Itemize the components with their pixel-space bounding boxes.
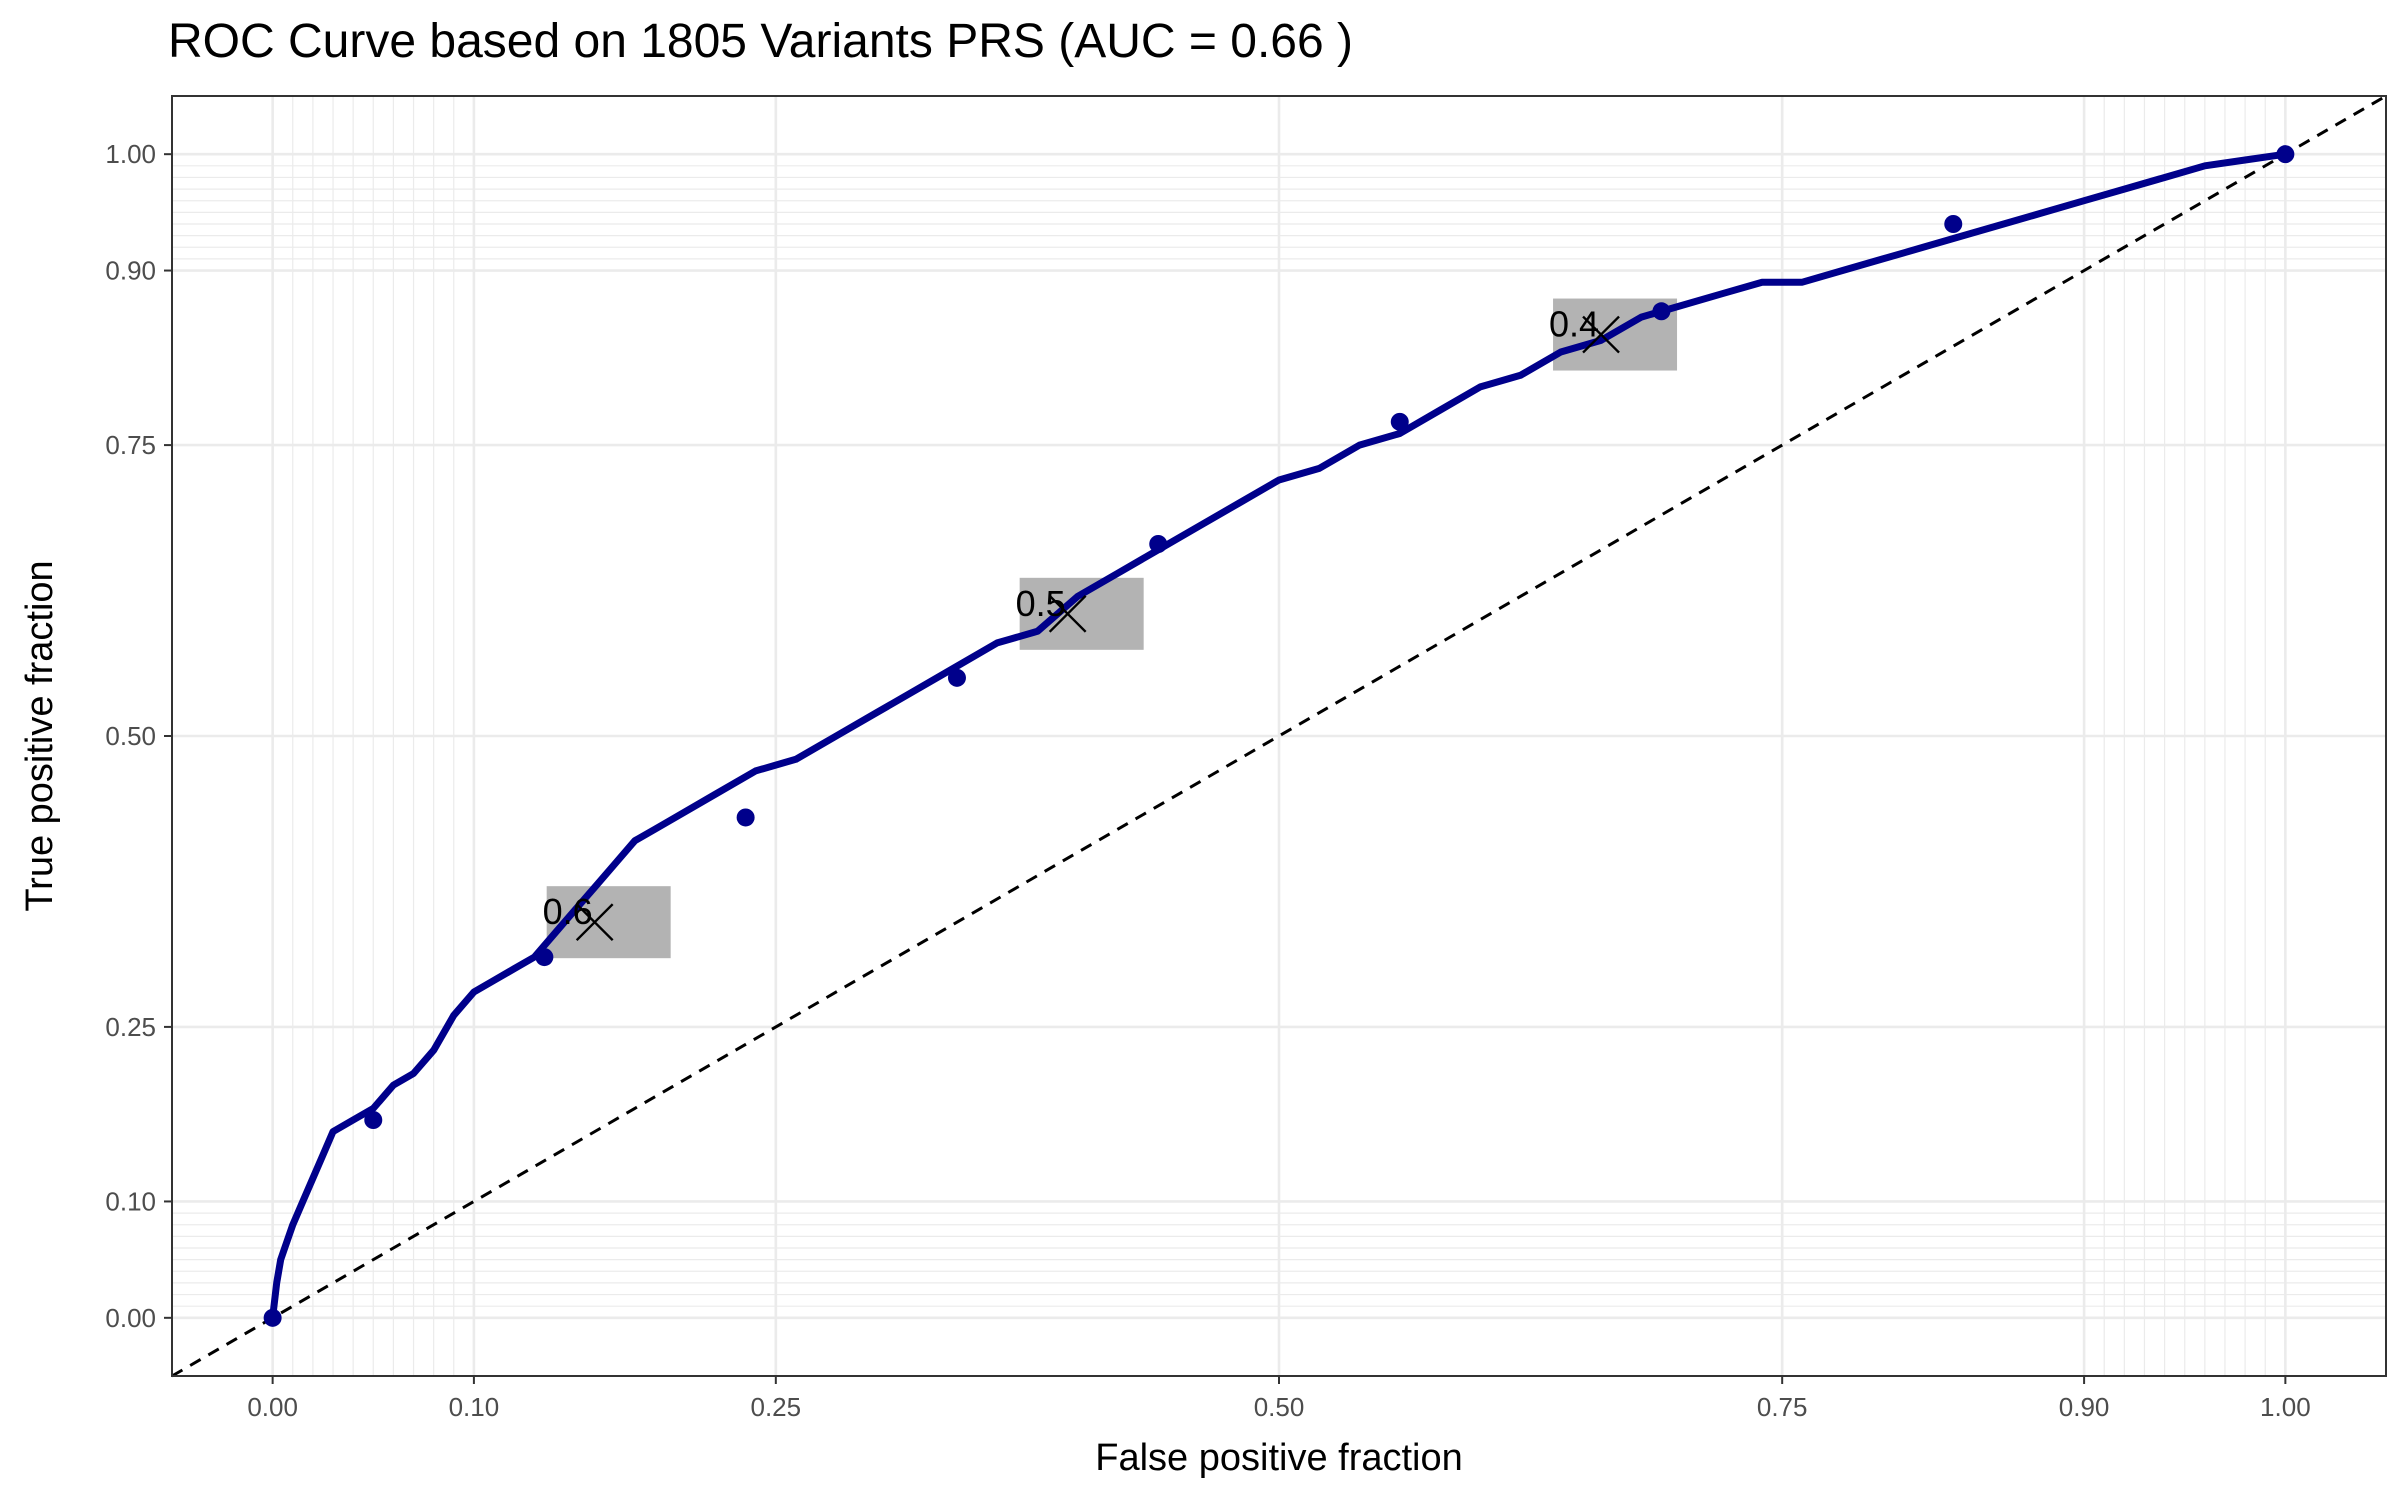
x-tick-label: 0.90 — [2059, 1392, 2110, 1422]
roc-point — [364, 1111, 383, 1129]
point-layer — [263, 145, 2295, 1327]
threshold-label: 0.5 — [1016, 583, 1066, 624]
y-tick-label: 0.00 — [105, 1303, 156, 1333]
x-tick-label: 0.75 — [1757, 1392, 1808, 1422]
threshold-cross-mark — [1582, 315, 1620, 354]
reference-diagonal-line — [171, 94, 2387, 1378]
chart-title: ROC Curve based on 1805 Variants PRS (AU… — [168, 15, 1353, 68]
reference-layer — [171, 94, 2387, 1378]
roc-point — [535, 948, 554, 967]
x-axis: 0.00 0.10 0.25 0.50 0.75 0.90 1.00 — [247, 1376, 2311, 1422]
threshold-marks: 0.6 0.5 0.4 — [543, 304, 1620, 942]
y-tick-label: 0.75 — [105, 430, 156, 460]
roc-point — [2276, 145, 2295, 164]
threshold-label: 0.4 — [1549, 304, 1599, 345]
roc-point — [1149, 535, 1168, 553]
y-tick-label: 0.90 — [105, 256, 156, 286]
roc-point — [1944, 215, 1963, 233]
y-tick-label: 0.10 — [105, 1186, 156, 1216]
roc-point — [736, 808, 755, 827]
roc-point — [263, 1308, 282, 1327]
y-tick-label: 1.00 — [105, 139, 156, 169]
x-tick-label: 0.25 — [751, 1392, 802, 1422]
major-grid — [172, 96, 2386, 1376]
y-axis-title: True positive fraction — [19, 560, 61, 911]
threshold-cross-mark — [1048, 594, 1087, 633]
threshold-cross-mark — [575, 903, 614, 942]
x-tick-label: 0.50 — [1254, 1392, 1305, 1422]
roc-point — [1390, 412, 1409, 431]
roc-curve-line — [269, 150, 2289, 1322]
y-axis: 0.00 0.10 0.25 0.50 0.75 0.90 1.00 — [105, 139, 172, 1333]
y-tick-label: 0.25 — [105, 1012, 156, 1042]
x-tick-label: 0.10 — [449, 1392, 500, 1422]
y-tick-label: 0.50 — [105, 721, 156, 751]
roc-point — [947, 668, 966, 687]
x-axis-title: False positive fraction — [1095, 1437, 1463, 1479]
roc-curve-layer — [269, 150, 2289, 1322]
threshold-label-box — [1019, 577, 1144, 650]
threshold-label: 0.6 — [543, 891, 593, 932]
x-tick-label: 1.00 — [2260, 1392, 2311, 1422]
roc-point — [1652, 302, 1671, 321]
x-tick-label: 0.00 — [247, 1392, 298, 1422]
